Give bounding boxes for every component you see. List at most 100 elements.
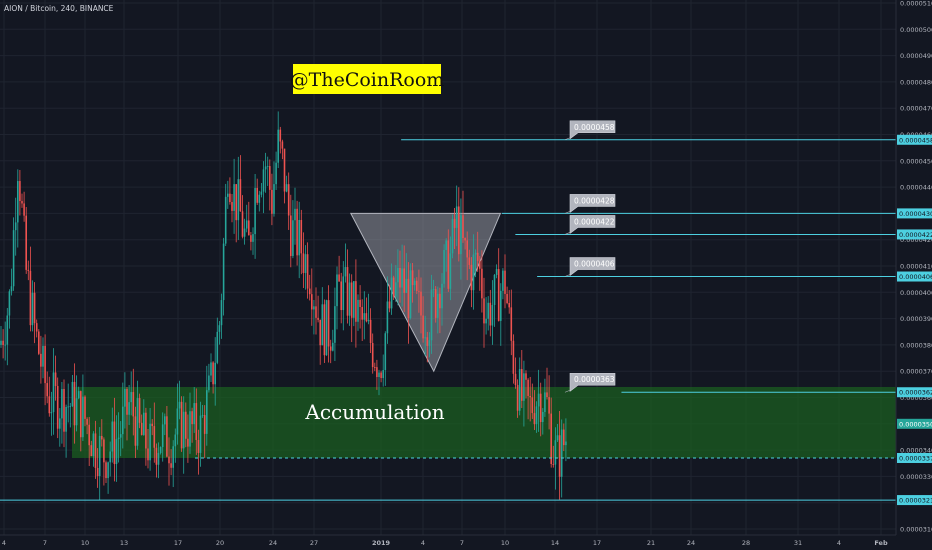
- candle-body: [353, 281, 355, 318]
- candle-body: [527, 379, 529, 396]
- candle-body: [245, 220, 248, 229]
- candle: [17, 169, 19, 248]
- candle: [359, 285, 361, 329]
- candle: [132, 368, 135, 436]
- candle: [134, 406, 137, 459]
- candle-body: [439, 293, 441, 309]
- candle-body: [140, 422, 143, 435]
- candle-body: [395, 282, 397, 297]
- candle: [533, 390, 536, 431]
- candle: [65, 404, 67, 458]
- candle: [140, 414, 143, 436]
- candle-body: [321, 304, 324, 346]
- candle-body: [426, 337, 429, 346]
- time-tick-label: 4: [421, 539, 425, 547]
- candle: [462, 190, 464, 243]
- candle-body: [485, 318, 487, 324]
- candle-body: [292, 220, 294, 256]
- candle-body: [178, 401, 181, 409]
- candle-body: [90, 445, 93, 457]
- time-tick-label: 21: [647, 539, 655, 547]
- candle: [107, 461, 109, 494]
- candle: [294, 187, 296, 245]
- candle: [353, 281, 355, 327]
- candle-body: [224, 196, 227, 244]
- candle: [256, 178, 258, 205]
- candle-body: [420, 291, 422, 316]
- candle-body: [308, 288, 311, 295]
- candle-body: [294, 208, 296, 221]
- candle: [33, 282, 36, 344]
- time-tick-label: 20: [216, 539, 224, 547]
- time-tick-label: 28: [742, 539, 750, 547]
- candle: [168, 437, 170, 486]
- candle: [182, 396, 185, 474]
- candle: [546, 367, 548, 400]
- candle: [518, 357, 521, 416]
- candle: [50, 391, 53, 436]
- candle: [69, 402, 72, 428]
- candle-body: [143, 412, 145, 435]
- candle-body: [401, 268, 403, 288]
- candle: [77, 386, 80, 400]
- candle: [153, 402, 156, 463]
- candle-body: [29, 270, 32, 326]
- candle: [369, 308, 372, 353]
- candle: [115, 415, 118, 482]
- candle-body: [256, 187, 258, 203]
- candle: [275, 151, 277, 191]
- candle-body: [443, 249, 445, 284]
- candle-body: [56, 386, 59, 429]
- candle: [75, 375, 78, 432]
- candle: [199, 401, 202, 467]
- candle: [497, 248, 500, 322]
- candle-body: [105, 462, 107, 479]
- candle: [527, 378, 529, 420]
- candle: [416, 277, 418, 295]
- candle-body: [497, 269, 500, 321]
- candle: [325, 299, 328, 356]
- candle: [363, 291, 366, 340]
- candle-body: [493, 274, 496, 305]
- candle: [407, 262, 410, 344]
- candle-body: [189, 411, 191, 447]
- candle: [329, 339, 332, 364]
- candle: [208, 363, 210, 393]
- candle: [548, 375, 550, 430]
- candle-body: [180, 401, 183, 449]
- candle-body: [516, 384, 519, 411]
- price-tick-label: 0.0000440: [900, 184, 932, 192]
- candle: [159, 446, 162, 455]
- candle-body: [243, 228, 246, 237]
- candle-body: [518, 369, 521, 411]
- candle-body: [565, 441, 567, 446]
- watermark-text: @TheCoinRoom: [290, 69, 445, 91]
- candle: [479, 256, 481, 291]
- candle: [413, 278, 416, 291]
- candle-body: [483, 298, 485, 324]
- candle-body: [117, 437, 120, 440]
- candle-body: [432, 289, 435, 290]
- candle-body: [491, 304, 494, 326]
- candle: [241, 195, 244, 239]
- price-tick-label: 0.0000370: [900, 368, 932, 376]
- candle-body: [46, 383, 48, 397]
- candle-body: [411, 270, 414, 286]
- current-price-box: [897, 418, 932, 429]
- price-tick-label: 0.0000490: [900, 52, 932, 60]
- candle-body: [86, 418, 88, 425]
- candle: [395, 265, 397, 302]
- candle-body: [521, 369, 523, 401]
- candle-body: [92, 433, 95, 457]
- candle-body: [2, 340, 4, 346]
- candle: [460, 198, 462, 280]
- candle: [6, 308, 9, 366]
- candle-body: [460, 215, 462, 255]
- candle: [466, 231, 468, 281]
- candle-body: [296, 208, 298, 256]
- candle-body: [126, 388, 128, 415]
- candle: [63, 379, 65, 448]
- candle-body: [212, 362, 214, 385]
- candle-body: [329, 346, 332, 351]
